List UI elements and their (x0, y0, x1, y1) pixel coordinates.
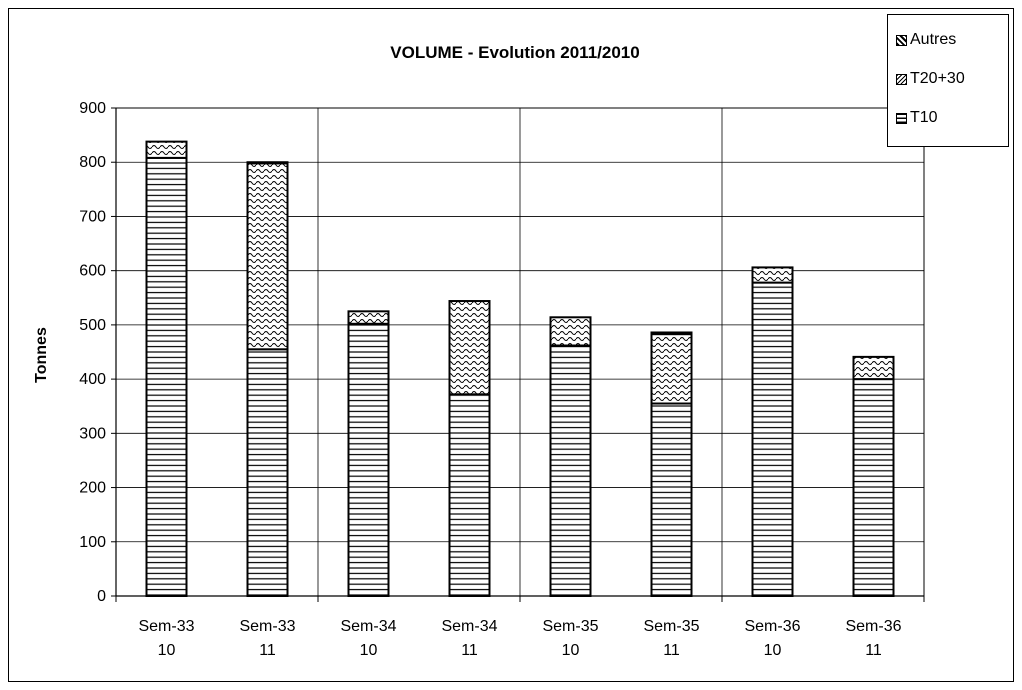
bar-segment-t10 (145, 156, 188, 598)
bar-segment-autres (246, 161, 289, 165)
x-tick-label-week: Sem-34 (340, 618, 396, 635)
x-tick-labels: Sem-33 10 Sem-33 11 Sem-34 10 Sem-34 11 Sem-35 10… (138, 618, 901, 659)
x-tick-label-year: 10 (360, 642, 378, 659)
bar-segment-t20-30 (650, 333, 693, 405)
x-tick-label-week: Sem-34 (441, 618, 497, 635)
x-tick-label-week: Sem-33 (138, 618, 194, 635)
bar-segment-t10 (751, 281, 794, 597)
legend-swatch-t20-30 (896, 73, 907, 85)
bar-segment-t20-30 (448, 300, 491, 396)
bar-segment-t20-30 (246, 162, 289, 351)
bar-segment-autres (650, 331, 693, 336)
bar-segment-t10 (347, 322, 390, 597)
x-tick-label-year: 10 (562, 642, 580, 659)
bar-segment-t10 (650, 402, 693, 597)
y-tick-label: 200 (79, 480, 106, 497)
y-tick-label: 400 (79, 371, 106, 388)
bar-segment-t20-30 (852, 355, 895, 381)
bar-segment-t20-30 (145, 140, 188, 159)
legend-item-autres: Autres (896, 31, 956, 49)
x-tick-label-week: Sem-36 (845, 618, 901, 635)
bar-segment-t10 (246, 348, 289, 597)
x-tick-label-week: Sem-35 (542, 618, 598, 635)
legend-item-t10: T10 (896, 109, 938, 127)
legend-item-t20-30: T20+30 (896, 70, 965, 88)
y-axis-label: Tonnes (33, 327, 50, 383)
bar-segment-t20-30 (549, 316, 592, 347)
x-tick-label-year: 11 (865, 642, 882, 659)
y-tick-label: 100 (79, 534, 106, 551)
legend-swatch-autres (896, 34, 907, 46)
x-tick-label-week: Sem-33 (239, 618, 295, 635)
bar-segment-t20-30 (347, 310, 390, 325)
x-tick-label-year: 10 (764, 642, 782, 659)
y-tick-label: 500 (79, 317, 106, 334)
bar-segment-t10 (549, 344, 592, 598)
y-tick-label: 700 (79, 208, 106, 225)
chart-title: VOLUME - Evolution 2011/2010 (390, 43, 639, 62)
y-tick-labels: 0 100 200 300 400 500 600 700 800 900 (79, 100, 106, 605)
x-tick-label-year: 11 (259, 642, 276, 659)
y-tick-label: 0 (97, 588, 106, 605)
legend: Autres T20+30 T10 (887, 14, 1009, 147)
gridlines (116, 107, 924, 596)
bar-segment-t10 (448, 393, 491, 597)
x-tick-label-week: Sem-35 (643, 618, 699, 635)
legend-label-autres: Autres (910, 31, 957, 48)
y-tick-label: 900 (79, 100, 106, 117)
legend-label-t10: T10 (910, 109, 938, 126)
bar-segment-t10 (852, 378, 895, 597)
y-tick-label: 600 (79, 263, 106, 280)
x-tick-label-week: Sem-36 (744, 618, 800, 635)
y-tick-label: 300 (79, 425, 106, 442)
legend-swatch-t10 (896, 112, 907, 124)
x-tick-label-year: 10 (158, 642, 176, 659)
bars (145, 140, 895, 598)
axes (111, 107, 925, 602)
legend-label-t20-30: T20+30 (910, 70, 965, 87)
x-tick-label-year: 11 (663, 642, 680, 659)
y-tick-label: 800 (79, 154, 106, 171)
x-tick-label-year: 11 (461, 642, 478, 659)
bar-segment-t20-30 (751, 266, 794, 284)
